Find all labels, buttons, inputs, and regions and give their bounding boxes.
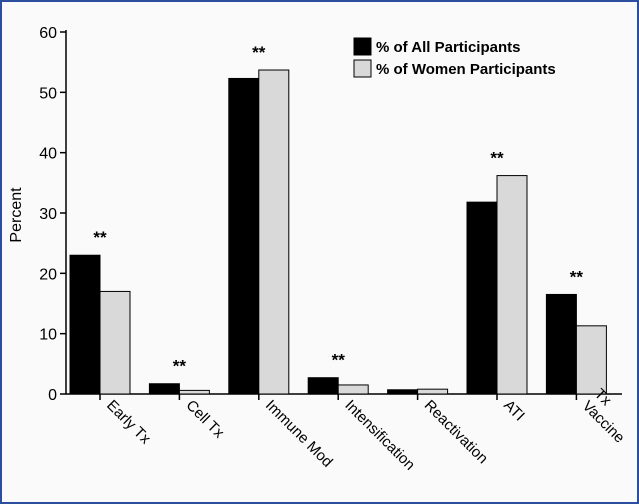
x-tick-label-line: Cell Tx	[183, 397, 228, 442]
bar-all-1	[148, 383, 180, 395]
x-tick-label-line: Reactivation	[421, 397, 491, 467]
y-tick-label: 20	[39, 266, 57, 283]
legend-swatch	[353, 59, 372, 78]
bar-women-0	[99, 290, 131, 395]
labels: Percent ** Early Tx ** Cell Tx ** Immune Mod **…	[8, 43, 628, 474]
x-tick-label: Reactivation	[421, 397, 491, 467]
significance-marker: **	[252, 43, 266, 62]
x-tick-label: Cell Tx	[183, 397, 228, 442]
significance-marker: **	[490, 149, 504, 168]
legend-swatch	[353, 37, 372, 56]
x-tick-label-line: Early Tx	[103, 397, 154, 448]
significance-marker: **	[93, 228, 107, 247]
bar-all-6	[545, 293, 577, 395]
y-tick-label: 30	[39, 206, 57, 223]
bar-all-3	[307, 377, 339, 395]
bars	[69, 69, 607, 395]
x-tick-label: Intensification	[341, 397, 418, 474]
y-tick-label: 10	[39, 327, 57, 344]
significance-marker: **	[570, 267, 584, 286]
bar-all-2	[228, 77, 260, 395]
bar-women-3	[337, 384, 369, 395]
x-tick-label: Early Tx	[103, 397, 154, 448]
legend-label: % of All Participants	[376, 39, 520, 56]
x-tick-label: Immune Mod	[262, 397, 336, 471]
y-tick-label: 0	[48, 387, 57, 404]
y-tick-label: 60	[39, 25, 57, 42]
legend: % of All Participants % of Women Particip…	[353, 37, 556, 78]
y-tick-label: 50	[39, 85, 57, 102]
bar-all-5	[466, 201, 498, 395]
y-tick-label: 40	[39, 146, 57, 163]
bar-women-4	[417, 388, 449, 395]
significance-marker: **	[332, 351, 346, 370]
x-tick-label-line: Immune Mod	[262, 397, 336, 471]
y-axis-label: Percent	[8, 187, 25, 243]
legend-label: % of Women Participants	[376, 61, 556, 78]
significance-marker: **	[173, 357, 187, 376]
bar-all-4	[387, 389, 419, 395]
bar-women-2	[258, 69, 290, 395]
bar-women-1	[178, 389, 210, 395]
x-tick-label-line: ATI	[500, 397, 528, 425]
bar-all-0	[69, 254, 101, 395]
x-tick-label-line: Intensification	[341, 397, 418, 474]
x-tick-label: ATI	[500, 397, 528, 425]
bar-women-6	[575, 325, 607, 395]
bar-women-5	[496, 175, 528, 395]
